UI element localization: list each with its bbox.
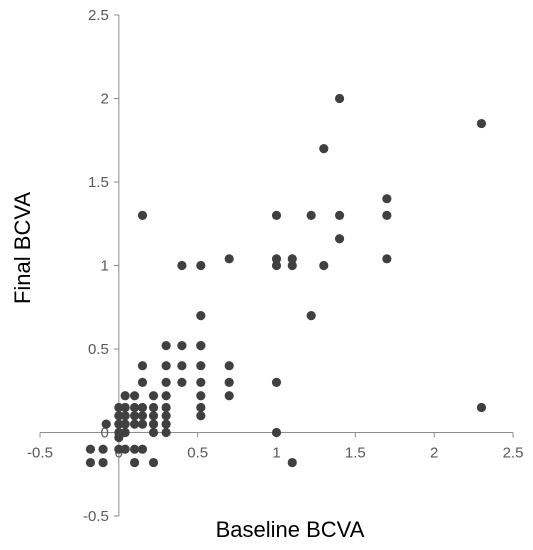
data-point: [120, 411, 130, 421]
data-point: [85, 444, 96, 454]
data-point: [161, 391, 171, 401]
y-tick-label: 2.5: [88, 7, 109, 24]
x-axis-title: Baseline BCVA: [216, 517, 365, 542]
data-point: [271, 260, 282, 271]
data-point: [130, 391, 140, 401]
y-tick-label: 0.5: [88, 341, 109, 358]
data-point: [476, 402, 487, 413]
data-point: [271, 254, 282, 264]
data-point: [196, 311, 206, 321]
x-tick-label: 2.5: [503, 445, 524, 462]
data-point: [287, 457, 297, 468]
data-point: [137, 210, 148, 220]
data-point: [196, 391, 206, 401]
data-point: [382, 210, 392, 220]
data-point: [130, 457, 140, 468]
data-point: [137, 402, 148, 413]
data-point: [114, 444, 124, 454]
data-point: [196, 377, 206, 387]
y-tick-label: 1.5: [88, 174, 109, 191]
data-point: [382, 194, 392, 204]
y-tick-label: 1: [100, 258, 108, 275]
data-point: [101, 419, 111, 429]
data-point: [114, 419, 124, 429]
data-point: [319, 260, 329, 271]
data-point: [137, 377, 148, 387]
data-point: [224, 254, 234, 264]
data-point: [161, 341, 171, 351]
x-tick-label: 1.5: [345, 445, 366, 462]
data-point: [137, 411, 148, 421]
data-point: [130, 419, 140, 429]
y-tick-label: 0: [100, 425, 108, 442]
data-point: [137, 419, 148, 429]
data-point: [148, 402, 159, 413]
data-point: [120, 402, 130, 413]
x-tick-label: 0.5: [187, 445, 208, 462]
data-point: [177, 361, 187, 371]
data-point: [334, 93, 345, 104]
data-point: [196, 361, 206, 371]
data-point: [130, 444, 140, 454]
data-point: [177, 260, 187, 271]
data-point: [287, 260, 297, 271]
data-point: [98, 444, 108, 454]
data-point: [161, 419, 171, 429]
data-point: [98, 457, 108, 468]
data-point: [120, 444, 130, 454]
data-point: [177, 377, 187, 387]
data-point: [114, 402, 124, 413]
data-point: [306, 210, 316, 220]
data-point: [114, 432, 124, 443]
data-point: [177, 341, 187, 351]
data-points: [85, 93, 487, 468]
data-point: [148, 427, 159, 438]
x-tick-label: 2: [430, 445, 438, 462]
data-point: [148, 391, 159, 401]
data-point: [137, 444, 148, 454]
data-point: [196, 411, 206, 421]
data-point: [319, 144, 329, 154]
data-point: [334, 234, 345, 244]
data-point: [224, 391, 234, 401]
data-point: [271, 210, 282, 220]
data-point: [120, 419, 130, 429]
data-point: [161, 361, 171, 371]
data-point: [130, 411, 140, 421]
data-point: [224, 361, 234, 371]
data-point: [161, 427, 171, 438]
data-point: [114, 411, 124, 421]
y-tick-label: -0.5: [83, 508, 109, 525]
data-point: [148, 411, 159, 421]
y-axis-title: Final BCVA: [10, 192, 35, 304]
data-point: [287, 254, 297, 264]
data-point: [476, 118, 487, 129]
data-point: [196, 260, 206, 271]
data-point: [306, 311, 316, 321]
data-point: [161, 402, 171, 413]
tick-labels: -0.500.511.522.5-0.500.511.522.5: [27, 7, 523, 525]
x-tick-label: 1: [272, 445, 280, 462]
data-point: [148, 419, 159, 429]
data-point: [161, 411, 171, 421]
data-point: [271, 427, 282, 438]
data-point: [137, 361, 148, 371]
data-point: [271, 377, 282, 387]
x-tick-label: -0.5: [27, 445, 53, 462]
data-point: [130, 402, 140, 413]
data-point: [148, 457, 159, 468]
data-point: [224, 377, 234, 387]
data-point: [85, 457, 96, 468]
data-point: [382, 254, 392, 264]
data-point: [196, 402, 206, 413]
data-point: [120, 427, 130, 438]
data-point: [334, 210, 345, 220]
y-tick-label: 2: [100, 91, 108, 108]
data-point: [196, 341, 206, 351]
data-point: [120, 391, 130, 401]
data-point: [161, 377, 171, 387]
